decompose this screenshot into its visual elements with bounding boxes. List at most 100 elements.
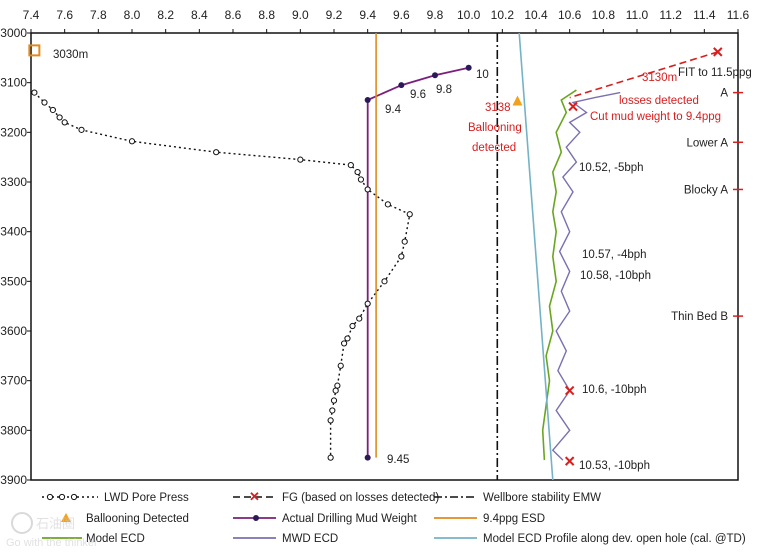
x-tick-label: 10.4 <box>524 8 548 22</box>
x-tick-label: 7.4 <box>23 8 40 22</box>
series-line-7 <box>518 32 554 481</box>
y-tick-label: 3600 <box>0 324 27 338</box>
x-tick-label: 10.8 <box>592 8 616 22</box>
lwd-point <box>297 156 304 163</box>
lwd-point <box>327 454 334 461</box>
x-tick-label: 8.6 <box>225 8 242 22</box>
legend-item-modelecd: Model ECD <box>42 533 145 545</box>
fg-x-marker <box>713 47 723 57</box>
fg-x-marker <box>568 101 578 112</box>
y-tick-label: 3800 <box>0 423 27 437</box>
lwd-point <box>357 176 365 183</box>
lwd-point <box>398 253 405 260</box>
y-tick-label: 3500 <box>0 274 27 288</box>
lwd-point <box>213 149 220 156</box>
x-tick-label: 9.6 <box>393 8 410 22</box>
legend-item-profile: Model ECD Profile along dev. open hole (… <box>434 533 746 545</box>
lwd-point <box>364 186 371 193</box>
x-tick-label: 10.0 <box>457 8 481 22</box>
watermark-logo-icon <box>11 512 33 534</box>
legend-label-ballooning: Ballooning Detected <box>86 513 189 525</box>
mudweight-point <box>364 97 371 104</box>
marker-layer <box>28 44 723 466</box>
lwd-point <box>61 119 68 126</box>
lwd-point <box>330 397 338 404</box>
lwd-point <box>344 335 351 342</box>
watermark-line2: Go with the thinker <box>6 537 98 549</box>
watermark: 石油圈 Go with the thinker <box>6 512 98 549</box>
x-tick-label: 7.8 <box>90 8 107 22</box>
x-tick-label: 11.0 <box>626 8 649 22</box>
series-line-0 <box>33 92 411 458</box>
lwd-point <box>406 211 413 218</box>
point-label-4: 10.6, -10bph <box>582 384 647 396</box>
legend-item-lwd: LWD Pore Press <box>42 492 189 504</box>
y-tick-label: 3100 <box>0 76 27 90</box>
formation-label: Thin Bed B <box>671 311 728 323</box>
lwd-point <box>334 382 341 389</box>
lwd-point <box>349 322 356 330</box>
legend-label-mwdecd: MWD ECD <box>282 533 338 545</box>
series-layer <box>33 32 719 481</box>
x-tick-label: 7.6 <box>56 8 73 22</box>
losses-label-1: 3130m <box>642 72 677 84</box>
lwd-point <box>78 126 85 133</box>
legend-label-mudweight: Actual Drilling Mud Weight <box>282 513 417 525</box>
lwd-point <box>354 168 361 176</box>
legend-item-fg: ✕ FG (based on losses detected) <box>233 489 439 504</box>
y-tick-label: 3000 <box>0 26 27 40</box>
x-tick-label: 8.0 <box>124 8 141 22</box>
legend-item-esd: 9.4ppg ESD <box>434 513 545 525</box>
legend-label-fg: FG (based on losses detected) <box>282 492 439 504</box>
lwd-point <box>327 417 334 424</box>
losses-label-2: losses detected <box>619 95 699 107</box>
lwd-point <box>341 340 348 347</box>
formation-label: Blocky A <box>684 184 728 196</box>
lwd-point <box>381 278 388 285</box>
y-tick-label: 3700 <box>0 374 27 388</box>
y-tick-label: 3900 <box>0 473 27 487</box>
legend-item-ballooning: Ballooning Detected <box>61 513 189 525</box>
legend-label-esd: 9.4ppg ESD <box>483 513 545 525</box>
mw-label-94: 9.4 <box>385 104 402 116</box>
point-label-2: 10.57, -4bph <box>582 249 647 261</box>
y-tick-label: 3200 <box>0 125 27 139</box>
label-3030m: 3030m <box>53 49 88 61</box>
mw-label-96: 9.6 <box>410 89 426 101</box>
balloon-label-1: 3138 <box>485 102 511 114</box>
legend-label-lwd: LWD Pore Press <box>104 492 189 504</box>
mw-label-98: 9.8 <box>436 84 452 96</box>
x-tick-label: 11.4 <box>693 8 716 22</box>
legend-item-mudweight: Actual Drilling Mud Weight <box>233 513 417 525</box>
mudweight-point <box>432 72 438 79</box>
legend-fg-x-icon: ✕ <box>249 489 260 504</box>
mudweight-point <box>398 82 405 89</box>
formation-label: A <box>720 88 728 100</box>
fit-label: FIT to 11.5ppg <box>678 67 752 79</box>
x-axis: 7.4 7.6 7.8 8.0 8.2 8.4 8.6 8.8 9.0 9.2 9.4 9.6 9.8 1… <box>23 8 750 33</box>
watermark-line1: 石油圈 <box>36 516 75 531</box>
y-tick-label: 3300 <box>0 175 27 189</box>
lwd-point <box>364 300 371 307</box>
legend: LWD Pore Press ✕ FG (based on losses det… <box>42 489 746 545</box>
legend-item-mwdecd: MWD ECD <box>233 533 338 545</box>
legend-label-wsemw: Wellbore stability EMW <box>483 492 601 504</box>
lwd-point <box>49 106 56 114</box>
legend-label-profile: Model ECD Profile along dev. open hole (… <box>483 533 746 545</box>
x-tick-label: 9.4 <box>359 8 376 22</box>
x-tick-label: 8.4 <box>191 8 208 22</box>
point-label-1: 10.52, -5bph <box>579 162 644 174</box>
lwd-point <box>384 201 391 208</box>
lwd-point <box>41 99 48 106</box>
x-tick-label: 9.8 <box>427 8 444 22</box>
mw-label-10: 10 <box>476 69 489 81</box>
x-tick-label: 9.0 <box>292 8 309 22</box>
x-tick-label: 8.8 <box>258 8 275 22</box>
series-line-1 <box>569 51 719 99</box>
marker-3030-square <box>28 44 41 57</box>
mudweight-point <box>465 64 472 71</box>
x-tick-label: 11.2 <box>659 8 682 22</box>
lwd-point <box>128 138 136 145</box>
x-tick-label: 9.2 <box>326 8 343 22</box>
